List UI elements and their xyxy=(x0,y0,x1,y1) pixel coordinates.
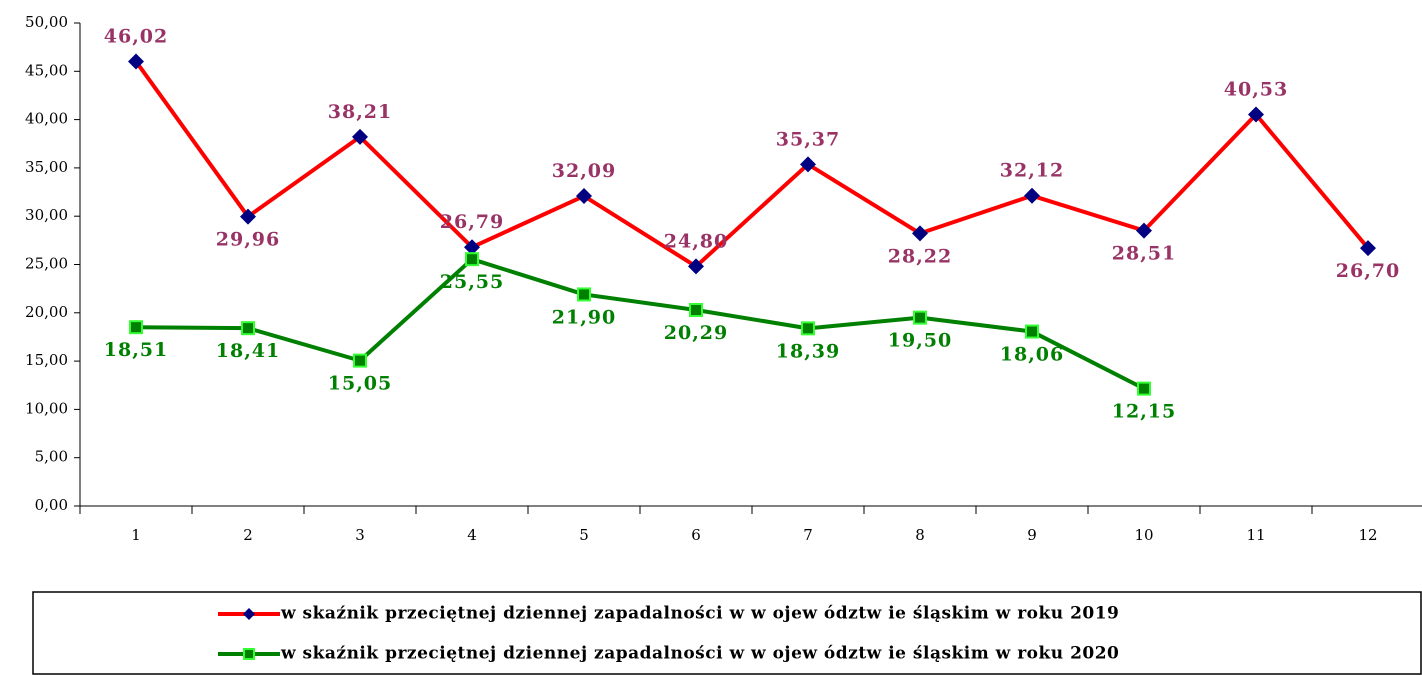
x-tick-label: 3 xyxy=(355,526,365,544)
marker xyxy=(913,310,927,325)
legend-label: w skaźnik przeciętnej dziennej zapadalno… xyxy=(280,644,1119,664)
x-tick-label: 5 xyxy=(579,526,589,544)
x-tick-label: 2 xyxy=(243,526,253,544)
marker xyxy=(1248,106,1264,123)
y-tick-label: 30,00 xyxy=(25,206,68,224)
series-line xyxy=(134,60,1370,269)
data-label: 18,51 xyxy=(104,339,169,361)
x-tick-label: 7 xyxy=(803,526,813,544)
x-tick-label: 12 xyxy=(1358,526,1377,544)
y-tick-label: 5,00 xyxy=(35,448,68,466)
data-label: 28,51 xyxy=(1112,243,1177,265)
marker xyxy=(577,287,591,302)
data-label: 32,09 xyxy=(552,160,617,182)
marker xyxy=(688,258,704,275)
y-tick-label: 50,00 xyxy=(25,13,68,31)
y-tick-label: 15,00 xyxy=(25,351,68,369)
x-tick-label: 1 xyxy=(131,526,141,544)
data-label: 26,79 xyxy=(440,211,505,233)
legend-marker xyxy=(243,648,255,660)
y-tick-label: 0,00 xyxy=(35,496,68,514)
data-label: 32,12 xyxy=(1000,160,1065,182)
marker xyxy=(1136,222,1152,239)
data-label: 20,29 xyxy=(664,322,729,344)
legend-box xyxy=(32,591,1422,675)
y-tick-label: 35,00 xyxy=(25,158,68,176)
data-label: 12,15 xyxy=(1112,401,1177,423)
y-tick-label: 40,00 xyxy=(25,110,68,128)
y-tick-label: 45,00 xyxy=(25,61,68,79)
data-label: 35,37 xyxy=(776,128,841,150)
data-label: 25,55 xyxy=(440,271,505,293)
data-label: 24,80 xyxy=(664,230,729,252)
data-label: 26,70 xyxy=(1336,260,1401,282)
legend-label: w skaźnik przeciętnej dziennej zapadalno… xyxy=(280,604,1119,624)
data-label: 21,90 xyxy=(552,306,617,328)
y-tick-label: 25,00 xyxy=(25,255,68,273)
x-tick-label: 9 xyxy=(1027,526,1037,544)
y-tick-label: 20,00 xyxy=(25,303,68,321)
marker xyxy=(800,156,816,173)
data-label: 18,06 xyxy=(1000,344,1065,366)
marker xyxy=(352,128,368,145)
marker xyxy=(129,320,143,335)
x-tick-label: 6 xyxy=(691,526,701,544)
marker xyxy=(1024,187,1040,204)
data-label: 18,39 xyxy=(776,340,841,362)
marker xyxy=(128,53,144,70)
x-tick-label: 8 xyxy=(915,526,925,544)
marker xyxy=(464,239,480,256)
marker xyxy=(912,225,928,242)
series-line xyxy=(135,257,1145,391)
marker xyxy=(801,321,815,336)
x-tick-label: 4 xyxy=(467,526,477,544)
data-label: 28,22 xyxy=(888,245,953,267)
data-label: 19,50 xyxy=(888,330,953,352)
x-tick-label: 11 xyxy=(1246,526,1265,544)
data-label: 29,96 xyxy=(216,229,281,251)
marker xyxy=(240,208,256,225)
marker xyxy=(353,353,367,368)
marker xyxy=(689,302,703,317)
marker xyxy=(465,252,479,267)
data-label: 46,02 xyxy=(104,25,169,47)
data-label: 18,41 xyxy=(216,340,281,362)
marker xyxy=(1137,381,1151,396)
data-label: 38,21 xyxy=(328,101,393,123)
y-tick-label: 10,00 xyxy=(25,399,68,417)
marker xyxy=(1360,240,1376,257)
marker xyxy=(241,321,255,336)
legend-marker xyxy=(243,608,255,620)
marker xyxy=(576,188,592,205)
marker xyxy=(1025,324,1039,339)
data-label: 15,05 xyxy=(328,373,393,395)
x-tick-label: 10 xyxy=(1134,526,1153,544)
data-label: 40,53 xyxy=(1224,78,1289,100)
